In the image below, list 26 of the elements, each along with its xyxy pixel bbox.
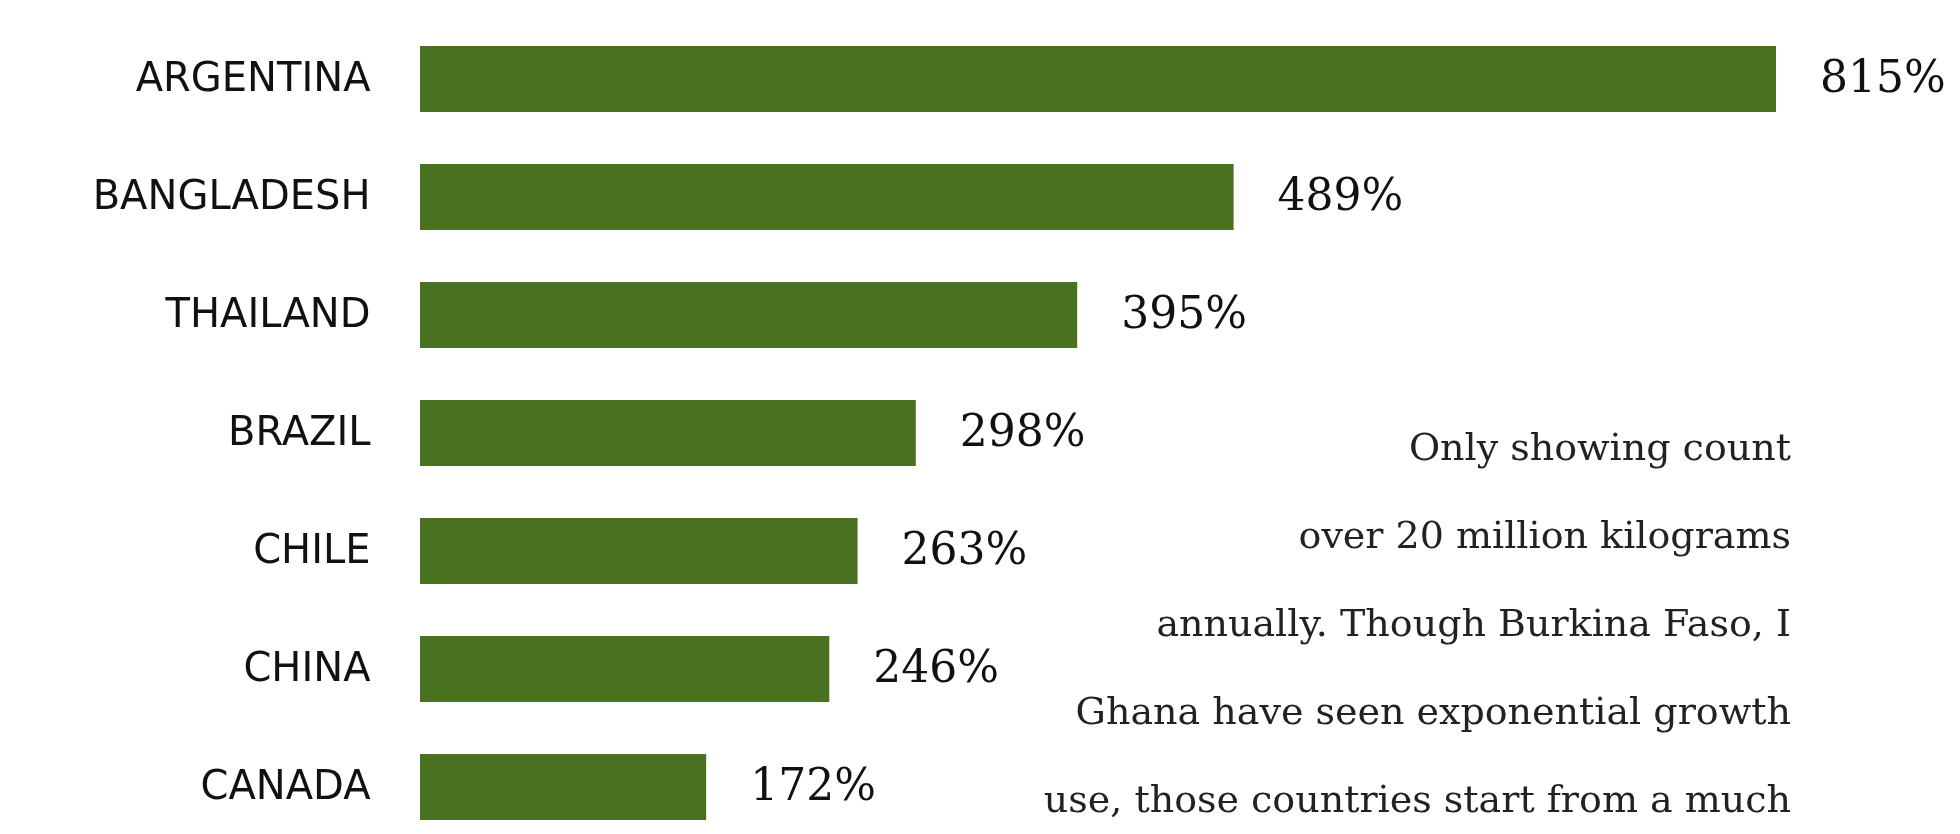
data-label: 263%	[901, 523, 1028, 574]
y-tick-label: BRAZIL	[228, 408, 372, 454]
annotation: use, those countries start from a much	[1043, 777, 1791, 821]
data-label: 395%	[1121, 287, 1247, 338]
data-label: 298%	[959, 405, 1086, 456]
y-tick-label: THAILAND	[164, 290, 371, 336]
y-tick-label: CHINA	[243, 644, 372, 690]
bar	[420, 45, 1776, 113]
bar	[420, 753, 707, 821]
bar	[420, 399, 916, 467]
annotation: annually. Though Burkina Faso, I	[1156, 601, 1791, 645]
bar	[420, 635, 830, 703]
bar	[420, 281, 1078, 349]
annotation: Ghana have seen exponential growth	[1075, 689, 1791, 733]
data-label: 489%	[1277, 169, 1404, 220]
data-label: 815%	[1820, 51, 1946, 102]
y-tick-label: BANGLADESH	[92, 172, 371, 218]
data-label: 172%	[750, 759, 876, 810]
data-label: 246%	[873, 641, 1000, 692]
y-tick-label: CHILE	[253, 526, 371, 572]
bar	[420, 517, 858, 585]
annotation: Only showing count	[1408, 425, 1791, 469]
y-tick-label: CANADA	[200, 762, 372, 808]
bar	[420, 163, 1234, 231]
y-tick-label: ARGENTINA	[135, 54, 372, 100]
annotation: over 20 million kilograms	[1298, 513, 1791, 557]
